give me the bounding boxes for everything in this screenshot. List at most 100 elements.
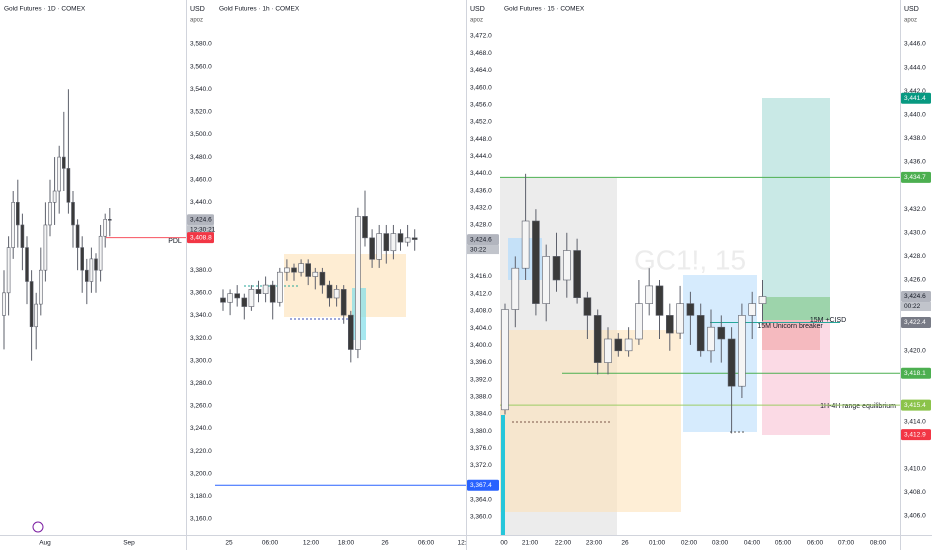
y-tick-label: 3,464.0 [470, 67, 492, 74]
candle-body [665, 315, 674, 334]
x-tick-label: 06:00 [262, 540, 279, 547]
pane-title: Gold Futures · 1h · COMEX [219, 6, 300, 13]
x-tick-label: 02:00 [681, 540, 698, 547]
countdown-tag [187, 225, 214, 235]
candle-body [383, 233, 390, 252]
price-axis [900, 0, 932, 535]
candle-body [411, 237, 418, 240]
candle-body [255, 289, 262, 294]
candle-body [655, 285, 664, 316]
y-tick-label: 3,404.0 [470, 325, 492, 332]
candle-body [15, 202, 20, 226]
countdown-label: 30:22 [470, 246, 487, 253]
y-tick-label: 3,396.0 [470, 359, 492, 366]
y-tick-label: 3,520.0 [190, 109, 212, 116]
price-tag [901, 316, 931, 328]
scale-label: apoz [190, 18, 203, 24]
candle-body [748, 303, 757, 316]
candle-body [220, 297, 226, 303]
price-axis [186, 0, 215, 535]
pane: Gold Futures · 1h · COMEX USD apoz 3,472.0 3… [215, 0, 500, 550]
pane: PDL Gold Futures · 1D · COMEX USD apoz 3,580… [2, 0, 216, 550]
y-tick-label: 3,340.0 [190, 312, 212, 319]
y-tick-label: 3,460.0 [470, 84, 492, 91]
y-tick-label: 3,406.0 [904, 513, 926, 520]
countdown-tag [467, 245, 499, 255]
price-tag [901, 171, 931, 183]
price-tag [901, 399, 931, 411]
candle-body [676, 303, 684, 334]
candle-body [75, 224, 80, 248]
stop-zone [762, 320, 820, 350]
y-tick-label: 3,416.0 [470, 273, 492, 280]
candle-body [562, 250, 571, 281]
currency-label: USD [190, 6, 205, 13]
y-tick-label: 3,436.0 [904, 159, 926, 166]
price-tag [187, 214, 214, 226]
price-tag-label: 3,424.6 [190, 216, 212, 223]
candle-body [6, 247, 11, 294]
candle-body [758, 296, 767, 304]
countdown-label: 00:22 [904, 303, 921, 310]
candle-body [645, 285, 654, 304]
annotation: 15M +CISD [810, 317, 846, 324]
candle-body [227, 293, 233, 303]
scale-label: apoz [904, 18, 917, 24]
countdown-label: 12:30:21 [190, 226, 216, 233]
candle-body [71, 202, 75, 226]
y-tick-label: 3,440.0 [190, 199, 212, 206]
price-tag-label: 3,434.7 [904, 174, 926, 181]
x-tick-label: Aug [39, 540, 51, 547]
candle-body [38, 269, 43, 305]
candle-body [2, 292, 6, 316]
y-tick-label: 3,414.0 [904, 418, 926, 425]
candle-body [57, 156, 62, 192]
x-tick-label: Sep [123, 540, 135, 547]
target-zone [762, 98, 830, 320]
candle-body [43, 224, 48, 271]
pane-title: Gold Futures · 1D · COMEX [4, 6, 86, 13]
y-tick-label: 3,392.0 [470, 376, 492, 383]
candle-body [66, 168, 71, 203]
y-tick-label: 3,452.0 [470, 119, 492, 126]
marker-bar [501, 415, 505, 535]
range-box [500, 330, 681, 512]
candle-body [98, 235, 103, 271]
watermark: GC1!, 15 [634, 244, 746, 275]
candle-body [20, 224, 25, 248]
y-tick-label: 3,180.0 [190, 493, 212, 500]
y-tick-label: 3,436.0 [470, 187, 492, 194]
candle-body [552, 256, 561, 281]
x-tick-label: 06:00 [418, 540, 435, 547]
y-tick-label: 3,426.0 [904, 277, 926, 284]
candle-body [686, 303, 695, 316]
candle-body [340, 289, 347, 316]
y-tick-label: 3,432.0 [470, 205, 492, 212]
candle-body [727, 338, 736, 387]
y-tick-label: 3,240.0 [190, 425, 212, 432]
x-tick-label: 25 [225, 540, 233, 547]
price-tag [901, 291, 931, 303]
y-tick-label: 3,380.0 [470, 428, 492, 435]
candle-body [326, 284, 333, 299]
candle-body [583, 297, 592, 316]
y-tick-label: 3,432.0 [904, 206, 926, 213]
drawings [244, 98, 830, 535]
candle-body [85, 269, 89, 282]
price-tag-label: 3,415.4 [904, 402, 926, 409]
y-tick-label: 3,428.0 [470, 222, 492, 229]
y-tick-label: 3,444.0 [470, 153, 492, 160]
y-tick-label: 3,480.0 [190, 154, 212, 161]
candle-body [593, 315, 602, 363]
x-tick-label: 03:00 [712, 540, 729, 547]
x-tick-label: 04:00 [744, 540, 761, 547]
x-tick-label: 23:00 [586, 540, 603, 547]
y-tick-label: 3,160.0 [190, 516, 212, 523]
candle-body [11, 202, 15, 248]
y-tick-label: 3,376.0 [470, 445, 492, 452]
candle-body [305, 263, 312, 277]
annotation: 1H-4H range equilibrium [820, 403, 896, 410]
x-tick-label: 05:00 [775, 540, 792, 547]
y-tick-label: 3,410.0 [904, 466, 926, 473]
candle-body [573, 250, 581, 299]
